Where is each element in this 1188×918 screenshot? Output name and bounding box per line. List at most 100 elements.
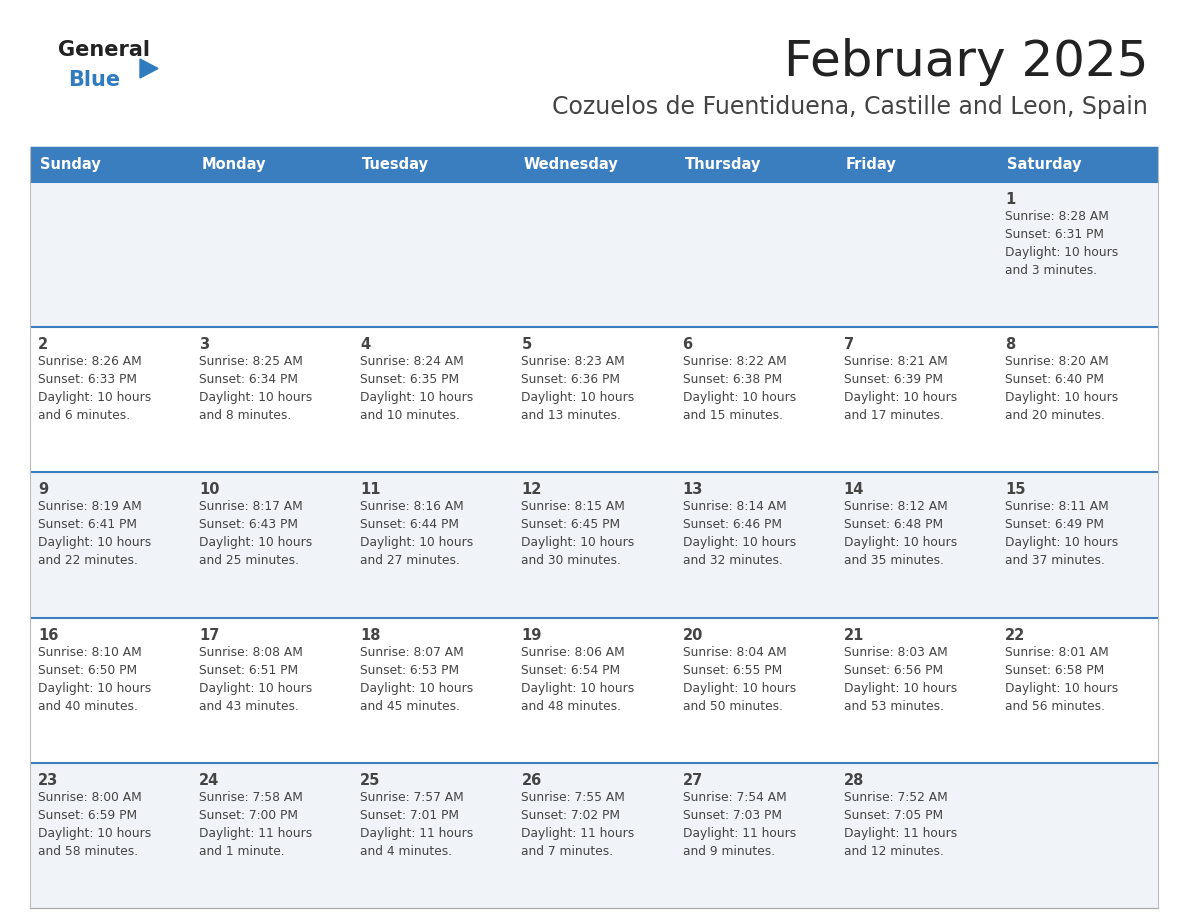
Text: 28: 28 bbox=[843, 773, 864, 788]
Text: Sunrise: 8:23 AM: Sunrise: 8:23 AM bbox=[522, 355, 625, 368]
Bar bbox=[997, 473, 1158, 618]
Text: Sunrise: 8:25 AM: Sunrise: 8:25 AM bbox=[200, 355, 303, 368]
Text: Cozuelos de Fuentiduena, Castille and Leon, Spain: Cozuelos de Fuentiduena, Castille and Le… bbox=[552, 95, 1148, 119]
Text: Daylight: 11 hours: Daylight: 11 hours bbox=[843, 827, 958, 840]
Text: and 53 minutes.: and 53 minutes. bbox=[843, 700, 943, 712]
Text: Sunset: 7:01 PM: Sunset: 7:01 PM bbox=[360, 809, 460, 822]
Text: and 1 minute.: and 1 minute. bbox=[200, 845, 285, 857]
Text: Sunrise: 8:10 AM: Sunrise: 8:10 AM bbox=[38, 645, 141, 658]
Text: and 37 minutes.: and 37 minutes. bbox=[1005, 554, 1105, 567]
Text: Sunset: 6:55 PM: Sunset: 6:55 PM bbox=[683, 664, 782, 677]
Bar bbox=[997, 182, 1158, 327]
Text: and 3 minutes.: and 3 minutes. bbox=[1005, 264, 1097, 277]
Text: and 10 minutes.: and 10 minutes. bbox=[360, 409, 460, 422]
Text: Blue: Blue bbox=[68, 70, 120, 90]
Bar bbox=[191, 763, 353, 908]
Text: 6: 6 bbox=[683, 337, 693, 353]
Text: 22: 22 bbox=[1005, 628, 1025, 643]
Text: 18: 18 bbox=[360, 628, 381, 643]
Text: Sunset: 6:34 PM: Sunset: 6:34 PM bbox=[200, 374, 298, 386]
Bar bbox=[30, 182, 191, 327]
Text: 4: 4 bbox=[360, 337, 371, 353]
Text: Sunrise: 8:08 AM: Sunrise: 8:08 AM bbox=[200, 645, 303, 658]
Text: Daylight: 10 hours: Daylight: 10 hours bbox=[200, 681, 312, 695]
Text: Sunset: 6:59 PM: Sunset: 6:59 PM bbox=[38, 809, 137, 822]
Text: and 12 minutes.: and 12 minutes. bbox=[843, 845, 943, 857]
Bar bbox=[30, 327, 191, 473]
Bar bbox=[675, 327, 835, 473]
Text: Sunrise: 8:12 AM: Sunrise: 8:12 AM bbox=[843, 500, 948, 513]
Text: Daylight: 11 hours: Daylight: 11 hours bbox=[683, 827, 796, 840]
Bar bbox=[675, 618, 835, 763]
Text: 16: 16 bbox=[38, 628, 58, 643]
Text: Sunset: 6:49 PM: Sunset: 6:49 PM bbox=[1005, 519, 1104, 532]
Text: Daylight: 11 hours: Daylight: 11 hours bbox=[360, 827, 474, 840]
Text: and 13 minutes.: and 13 minutes. bbox=[522, 409, 621, 422]
Text: and 35 minutes.: and 35 minutes. bbox=[843, 554, 943, 567]
Text: Saturday: Saturday bbox=[1007, 158, 1081, 173]
Text: 19: 19 bbox=[522, 628, 542, 643]
Bar bbox=[997, 148, 1158, 182]
Text: 17: 17 bbox=[200, 628, 220, 643]
Bar bbox=[835, 473, 997, 618]
Bar bbox=[353, 618, 513, 763]
Text: 24: 24 bbox=[200, 773, 220, 788]
Text: and 25 minutes.: and 25 minutes. bbox=[200, 554, 299, 567]
Bar bbox=[997, 327, 1158, 473]
Text: Sunset: 6:46 PM: Sunset: 6:46 PM bbox=[683, 519, 782, 532]
Bar bbox=[835, 763, 997, 908]
Bar bbox=[513, 327, 675, 473]
Text: 14: 14 bbox=[843, 482, 864, 498]
Text: Sunset: 6:45 PM: Sunset: 6:45 PM bbox=[522, 519, 620, 532]
Text: Sunrise: 7:58 AM: Sunrise: 7:58 AM bbox=[200, 790, 303, 804]
Text: Friday: Friday bbox=[846, 158, 897, 173]
Text: 20: 20 bbox=[683, 628, 703, 643]
Text: Sunrise: 8:01 AM: Sunrise: 8:01 AM bbox=[1005, 645, 1108, 658]
Text: Daylight: 10 hours: Daylight: 10 hours bbox=[360, 536, 474, 549]
Text: Sunrise: 7:52 AM: Sunrise: 7:52 AM bbox=[843, 790, 948, 804]
Text: Sunrise: 8:04 AM: Sunrise: 8:04 AM bbox=[683, 645, 786, 658]
Text: Sunday: Sunday bbox=[40, 158, 101, 173]
Text: and 58 minutes.: and 58 minutes. bbox=[38, 845, 138, 857]
Text: Sunrise: 8:15 AM: Sunrise: 8:15 AM bbox=[522, 500, 625, 513]
Text: Daylight: 10 hours: Daylight: 10 hours bbox=[683, 391, 796, 404]
Text: and 15 minutes.: and 15 minutes. bbox=[683, 409, 783, 422]
Text: 11: 11 bbox=[360, 482, 381, 498]
Text: 3: 3 bbox=[200, 337, 209, 353]
Bar bbox=[30, 763, 191, 908]
Text: Sunrise: 8:21 AM: Sunrise: 8:21 AM bbox=[843, 355, 948, 368]
Bar bbox=[675, 148, 835, 182]
Polygon shape bbox=[140, 59, 158, 78]
Bar bbox=[835, 618, 997, 763]
Text: Daylight: 10 hours: Daylight: 10 hours bbox=[38, 827, 151, 840]
Text: Sunrise: 8:19 AM: Sunrise: 8:19 AM bbox=[38, 500, 141, 513]
Bar bbox=[513, 473, 675, 618]
Text: 21: 21 bbox=[843, 628, 864, 643]
Text: Sunset: 6:48 PM: Sunset: 6:48 PM bbox=[843, 519, 943, 532]
Text: Sunrise: 7:55 AM: Sunrise: 7:55 AM bbox=[522, 790, 625, 804]
Text: Sunrise: 8:24 AM: Sunrise: 8:24 AM bbox=[360, 355, 465, 368]
Text: Sunset: 7:05 PM: Sunset: 7:05 PM bbox=[843, 809, 943, 822]
Text: and 8 minutes.: and 8 minutes. bbox=[200, 409, 291, 422]
Text: Sunset: 6:41 PM: Sunset: 6:41 PM bbox=[38, 519, 137, 532]
Text: Daylight: 10 hours: Daylight: 10 hours bbox=[522, 536, 634, 549]
Text: Thursday: Thursday bbox=[684, 158, 762, 173]
Bar bbox=[191, 182, 353, 327]
Text: General: General bbox=[58, 40, 150, 60]
Text: 7: 7 bbox=[843, 337, 854, 353]
Text: 26: 26 bbox=[522, 773, 542, 788]
Text: and 30 minutes.: and 30 minutes. bbox=[522, 554, 621, 567]
Text: Daylight: 10 hours: Daylight: 10 hours bbox=[360, 681, 474, 695]
Text: 27: 27 bbox=[683, 773, 703, 788]
Text: Sunrise: 8:07 AM: Sunrise: 8:07 AM bbox=[360, 645, 465, 658]
Text: and 9 minutes.: and 9 minutes. bbox=[683, 845, 775, 857]
Text: Sunset: 6:43 PM: Sunset: 6:43 PM bbox=[200, 519, 298, 532]
Text: 2: 2 bbox=[38, 337, 49, 353]
Text: Daylight: 10 hours: Daylight: 10 hours bbox=[1005, 536, 1118, 549]
Text: 1: 1 bbox=[1005, 192, 1015, 207]
Text: Sunrise: 8:26 AM: Sunrise: 8:26 AM bbox=[38, 355, 141, 368]
Text: Daylight: 10 hours: Daylight: 10 hours bbox=[1005, 246, 1118, 259]
Text: 5: 5 bbox=[522, 337, 532, 353]
Text: Daylight: 11 hours: Daylight: 11 hours bbox=[522, 827, 634, 840]
Text: Sunrise: 8:22 AM: Sunrise: 8:22 AM bbox=[683, 355, 786, 368]
